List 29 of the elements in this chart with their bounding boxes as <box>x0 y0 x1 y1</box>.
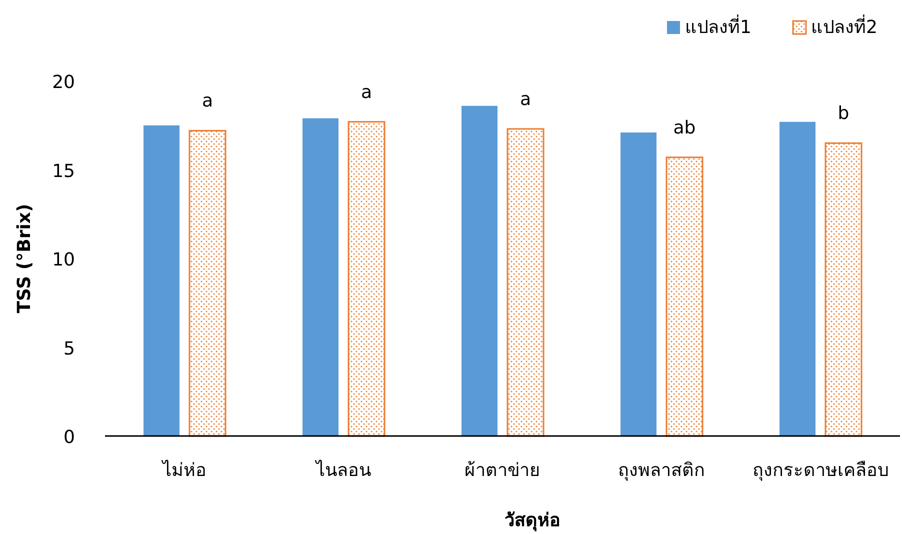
x-tick-label: ถุงกระดาษเคลือบ <box>752 460 888 481</box>
bar <box>302 118 338 436</box>
annotation: ab <box>673 117 696 138</box>
annotation: a <box>360 82 372 103</box>
x-tick-label: ไม่ห่อ <box>160 459 206 481</box>
bar <box>188 130 226 437</box>
bar <box>780 122 816 436</box>
bar <box>666 156 704 437</box>
x-axis-title: วัสดุห่อ <box>504 510 560 532</box>
y-axis-title: TSS (°Brix) <box>14 204 35 314</box>
bar <box>506 128 544 437</box>
annotation: b <box>838 103 850 124</box>
y-tick-label: 20 <box>52 72 75 93</box>
y-tick-label: 5 <box>64 338 75 360</box>
x-tick-label: ถุงพลาสติก <box>618 460 705 481</box>
legend-label: แปลงที่2 <box>811 14 878 38</box>
bar <box>462 106 498 436</box>
bar <box>348 121 386 437</box>
x-tick-label: ไนลอน <box>314 459 371 481</box>
y-tick-label: 10 <box>52 250 75 270</box>
legend-label: แปลงที่1 <box>685 14 752 38</box>
annotation: a <box>202 90 214 112</box>
bar <box>144 125 180 436</box>
y-tick-label: 15 <box>52 160 75 182</box>
annotation: a <box>520 88 532 110</box>
bar <box>620 132 656 436</box>
bar <box>824 142 862 437</box>
y-tick-label: 0 <box>64 427 75 448</box>
x-tick-label: ผ้าตาข่าย <box>464 460 540 481</box>
